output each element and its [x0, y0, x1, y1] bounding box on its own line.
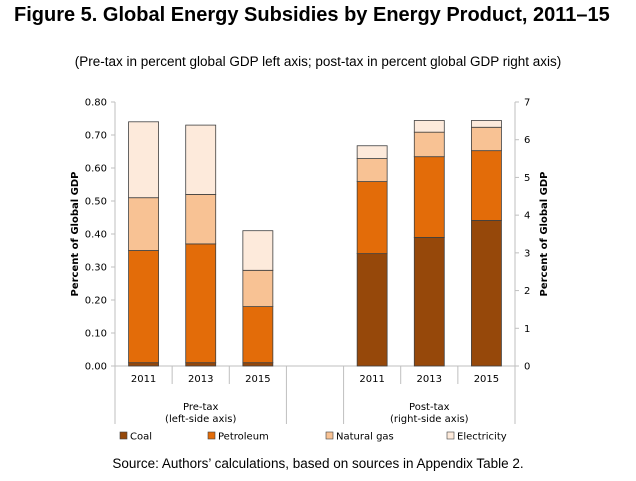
- left-tick-label: 0.00: [85, 362, 107, 373]
- category-label: 2013: [188, 374, 213, 385]
- bar-segment-petroleum: [356, 181, 388, 255]
- left-axis-title: Percent of Global GDP: [70, 172, 81, 297]
- bar-segment-natural-gas: [413, 131, 445, 158]
- bar-segment-coal: [185, 362, 217, 367]
- legend-swatch: [325, 431, 334, 440]
- legend-swatch: [446, 431, 455, 440]
- legend-swatch: [119, 431, 128, 440]
- source-note: Source: Authors’ calculations, based on …: [112, 456, 524, 471]
- bar-segment-petroleum: [471, 150, 502, 221]
- group-label: Pre-tax: [183, 402, 219, 413]
- bar-segment-coal: [128, 362, 159, 367]
- bar-segment-electricity: [471, 120, 502, 128]
- category-label: 2015: [245, 374, 270, 385]
- bar-segment-petroleum: [242, 306, 274, 364]
- left-tick-label: 0.70: [85, 131, 107, 142]
- legend-swatch: [207, 431, 216, 440]
- category-label: 2011: [359, 374, 384, 385]
- bar-segment-natural-gas: [242, 269, 274, 307]
- bar-segment-electricity: [242, 230, 274, 271]
- category-label: 2011: [131, 374, 156, 385]
- group-sublabel: (right-side axis): [390, 414, 469, 425]
- bar-segment-electricity: [128, 121, 159, 199]
- right-tick-label: 2: [524, 286, 530, 297]
- bar-segment-coal: [242, 362, 274, 367]
- bar-segment-natural-gas: [356, 158, 388, 182]
- right-tick-label: 6: [524, 135, 530, 146]
- right-tick-label: 7: [524, 98, 530, 109]
- chart-title: Figure 5. Global Energy Subsidies by Ene…: [14, 4, 610, 26]
- bar-segment-petroleum: [128, 250, 159, 364]
- right-axis-title: Percent of Global GDP: [539, 172, 550, 297]
- left-tick-label: 0.40: [85, 230, 107, 241]
- bar-segment-electricity: [356, 145, 388, 159]
- bar-segment-petroleum: [185, 243, 217, 364]
- left-tick-label: 0.30: [85, 263, 107, 274]
- bar-segment-natural-gas: [471, 126, 502, 152]
- legend-label: Electricity: [457, 432, 507, 443]
- bar-segment-natural-gas: [128, 197, 159, 251]
- legend-label: Coal: [130, 432, 152, 443]
- group-sublabel: (left-side axis): [165, 414, 236, 425]
- bar-segment-electricity: [185, 124, 217, 195]
- right-tick-label: 3: [524, 248, 530, 259]
- bar-segment-petroleum: [413, 156, 445, 238]
- bar-segment-electricity: [413, 120, 445, 133]
- right-tick-label: 0: [524, 362, 530, 373]
- left-tick-label: 0.10: [85, 329, 107, 340]
- left-tick-label: 0.60: [85, 164, 107, 175]
- left-tick-label: 0.50: [85, 197, 107, 208]
- chart-subtitle: (Pre-tax in percent global GDP left axis…: [74, 54, 562, 69]
- bar-segment-coal: [356, 253, 388, 367]
- right-tick-label: 1: [524, 324, 530, 335]
- left-tick-label: 0.80: [85, 98, 107, 109]
- left-tick-label: 0.20: [85, 296, 107, 307]
- right-tick-label: 5: [524, 173, 530, 184]
- legend-label: Petroleum: [218, 432, 269, 443]
- group-label: Post-tax: [409, 402, 450, 413]
- bar-segment-coal: [471, 220, 502, 367]
- category-label: 2015: [474, 374, 499, 385]
- category-label: 2013: [417, 374, 442, 385]
- bar-segment-natural-gas: [185, 193, 217, 245]
- right-tick-label: 4: [524, 211, 530, 222]
- bar-segment-coal: [413, 236, 445, 367]
- legend-label: Natural gas: [336, 432, 394, 443]
